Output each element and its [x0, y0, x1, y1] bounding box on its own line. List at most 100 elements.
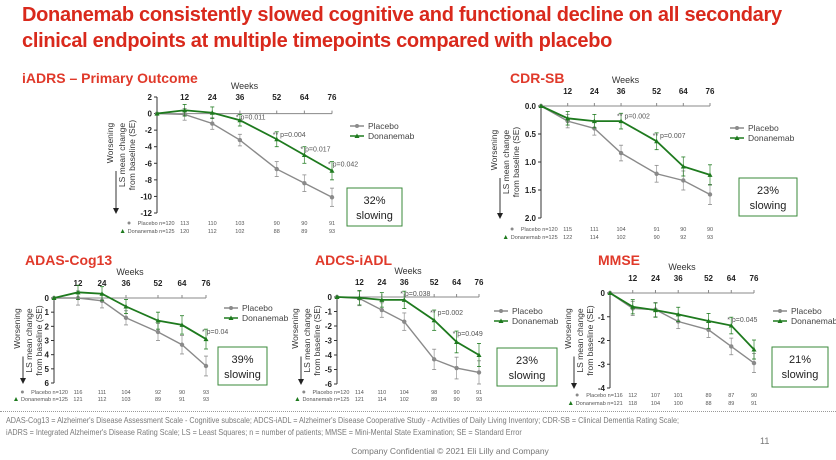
- page-number: 11: [760, 436, 770, 446]
- n-value: 93: [707, 235, 713, 241]
- series-donanemab: [334, 290, 482, 368]
- y-axis-label-line-1: LS mean change: [24, 308, 34, 373]
- y-tick-label: 2: [148, 93, 153, 102]
- data-point: [707, 172, 713, 177]
- slowing-percent: 32%: [363, 195, 385, 207]
- worsening-label: Worsening: [290, 308, 300, 349]
- n-row-marker: [127, 221, 131, 225]
- p-value-annotation: * p=0.049: [453, 331, 483, 338]
- data-point: [182, 107, 188, 113]
- n-value: 113: [180, 221, 189, 227]
- n-value: 93: [203, 390, 209, 396]
- x-tick-label: 52: [430, 278, 439, 287]
- n-value: 92: [155, 390, 161, 396]
- n-row-marker: [568, 401, 573, 405]
- y-tick-label: -8: [145, 176, 153, 185]
- confidential-notice: Company Confidential © 2021 Eli Lilly an…: [351, 446, 549, 456]
- data-point: [630, 304, 636, 309]
- n-value: 98: [431, 390, 437, 396]
- n-value: 101: [674, 393, 683, 399]
- n-value: 102: [616, 235, 625, 241]
- legend-marker: [354, 133, 360, 138]
- n-value: 103: [235, 221, 244, 227]
- slowing-box: [346, 187, 403, 227]
- n-value: 93: [203, 397, 209, 403]
- p-value-annotation: ** p=0.002: [430, 310, 463, 317]
- legend-marker: [734, 135, 740, 140]
- legend-marker: [777, 318, 783, 323]
- n-value: 115: [563, 227, 572, 233]
- n-value: 91: [751, 401, 757, 407]
- chart-0: 2 0 -2 -4 -6 -8 -10 -12 12 24 36 52 64 76 Weeks LS mean…: [105, 81, 415, 235]
- y-tick-label: -1: [325, 308, 333, 317]
- slowing-label: slowing: [509, 370, 546, 382]
- data-point: [618, 150, 624, 156]
- x-tick-label: 76: [750, 274, 759, 283]
- slowing-percent: 23%: [516, 355, 538, 367]
- n-value: 90: [301, 221, 307, 227]
- n-row-label: Donanemab n=125: [511, 235, 558, 241]
- data-point: [209, 110, 215, 115]
- x-tick-label: 12: [180, 93, 189, 102]
- x-axis-label: Weeks: [612, 75, 640, 85]
- x-tick-label: 76: [202, 279, 211, 288]
- y-axis-label-line-2: from baseline (SE): [511, 127, 521, 198]
- data-point: [123, 304, 129, 309]
- n-value: 111: [98, 390, 106, 396]
- n-value: 90: [179, 390, 185, 396]
- data-point: [356, 295, 362, 300]
- data-point: [401, 297, 407, 302]
- slowing-box: [217, 346, 268, 386]
- data-point: [654, 171, 659, 176]
- x-tick-label: 52: [704, 274, 713, 283]
- data-point: [75, 289, 81, 295]
- x-tick-label: 24: [208, 93, 217, 102]
- worsening-label: Worsening: [563, 308, 573, 349]
- n-row-marker: [295, 397, 300, 401]
- y-tick-label: 0: [148, 110, 153, 119]
- data-point: [431, 357, 437, 362]
- n-value: 90: [654, 235, 660, 241]
- slowing-box: [496, 347, 558, 387]
- y-tick-label: 1: [45, 308, 50, 317]
- data-point: [592, 126, 597, 131]
- p-value-annotation: ** p=0.004: [273, 132, 306, 139]
- chart-1: 0.0 0.5 1.0 1.5 2.0 12 24 36 52 64 76 Weeks LS mean …: [489, 75, 798, 241]
- data-point: [302, 180, 307, 186]
- y-tick-label: -2: [145, 126, 153, 135]
- data-point: [379, 307, 385, 313]
- n-row-label: Placebo n=120: [521, 227, 558, 233]
- n-row-marker: [14, 397, 18, 401]
- chart-4: 0 -1 -2 -3 -4 12 24 36 52 64 76 Weeks LS mean change…: [563, 262, 836, 407]
- p-value-annotation: * p=0.011: [236, 114, 266, 121]
- n-value: 114: [590, 235, 599, 241]
- data-point: [237, 137, 243, 143]
- n-row-label: Donanemab n=125: [302, 397, 349, 403]
- y-tick-label: 3: [45, 337, 50, 346]
- y-tick-label: 1.5: [525, 186, 537, 195]
- n-value: 100: [674, 401, 683, 407]
- n-row-marker: [120, 229, 125, 233]
- n-value: 121: [73, 397, 82, 403]
- x-axis-label: Weeks: [231, 81, 259, 91]
- y-axis-label-line-2: from baseline (SE): [585, 305, 595, 376]
- x-tick-label: 76: [328, 93, 337, 102]
- y-tick-label: -5: [325, 366, 333, 375]
- data-point: [707, 192, 713, 197]
- abbreviations-line-1: ADAS-Cog13 = Alzheimer's Disease Assessm…: [6, 416, 680, 425]
- footer-divider: [0, 411, 836, 412]
- legend-marker: [499, 309, 503, 313]
- y-tick-label: -4: [598, 384, 606, 393]
- x-tick-label: 76: [475, 278, 484, 287]
- series-donanemab: [607, 290, 757, 360]
- n-value: 91: [476, 390, 482, 396]
- y-axis-label-line-2: from baseline (SE): [127, 120, 137, 191]
- n-value: 91: [179, 397, 185, 403]
- y-axis-label-line-2: from baseline (SE): [312, 305, 322, 376]
- series-donanemab: [51, 284, 209, 350]
- legend-marker: [735, 126, 739, 130]
- x-tick-label: 76: [706, 87, 715, 96]
- n-value: 104: [400, 390, 409, 396]
- y-tick-label: 5: [45, 365, 50, 374]
